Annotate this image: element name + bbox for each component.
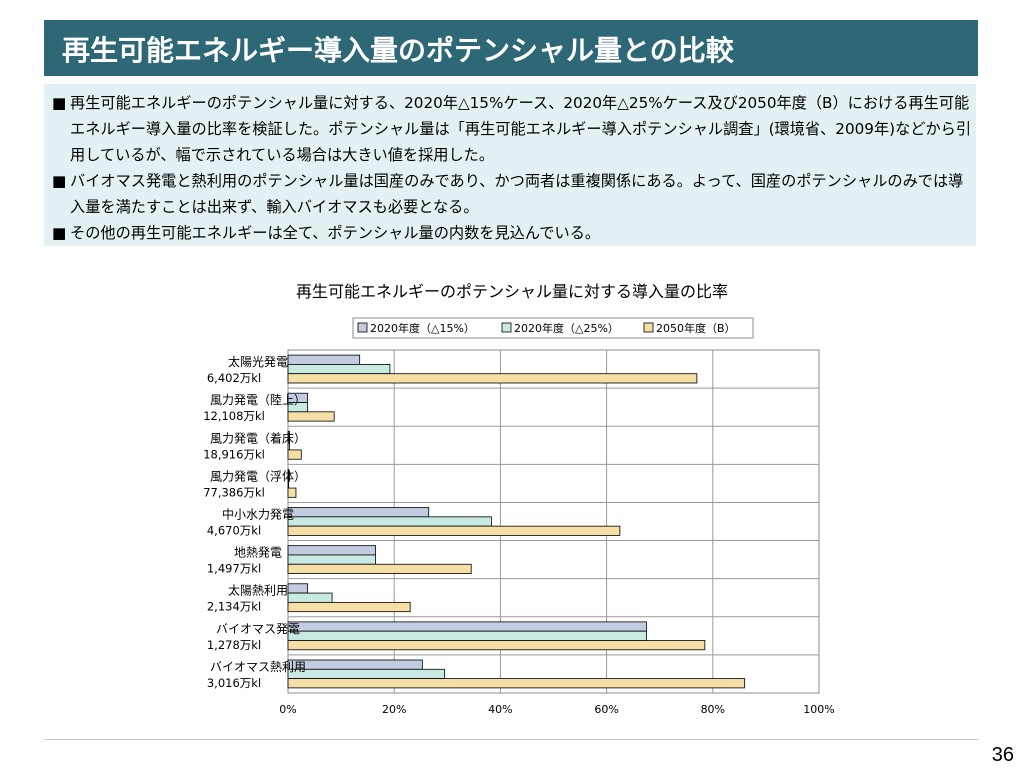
category-label: 地熱発電 xyxy=(234,546,282,560)
bar xyxy=(287,640,706,651)
bar xyxy=(287,516,492,527)
category-potential-label: 6,402万kl xyxy=(207,371,261,385)
bar xyxy=(287,545,377,556)
x-tick-label: 40% xyxy=(488,703,512,716)
category-label: バイオマス熱利用 xyxy=(210,660,306,674)
bar xyxy=(287,678,746,689)
bullet-text: 再生可能エネルギーのポテンシャル量に対する、2020年△15%ケース、2020年… xyxy=(70,94,972,164)
bullet-item: ■ その他の再生可能エネルギーは全て、ポテンシャル量の内数を見込んでいる。 xyxy=(52,220,976,246)
slide-title: 再生可能エネルギー導入量のポテンシャル量との比較 xyxy=(62,34,734,67)
category-potential-label: 2,134万kl xyxy=(207,600,261,614)
bullet-item: ■ バイオマス発電と熱利用のポテンシャル量は国産のみであり、かつ両者は重複関係に… xyxy=(52,168,976,220)
category-label: 風力発電（着床） xyxy=(210,430,306,445)
chart-title: 再生可能エネルギーのポテンシャル量に対する導入量の比率 xyxy=(295,282,728,301)
bar xyxy=(287,411,335,422)
bullet-text: バイオマス発電と熱利用のポテンシャル量は国産のみであり、かつ両者は重複関係にある… xyxy=(70,172,964,216)
category-potential-label: 12,108万kl xyxy=(203,409,265,423)
bar-chart: 0% 20% 40% 60% 80% 100% 太陽光発電 6,402万kl 風力発電（陸上） 1… xyxy=(203,317,835,716)
legend-label: 2020年度（△25%） xyxy=(514,321,619,335)
x-tick-label: 60% xyxy=(594,703,618,716)
bar xyxy=(287,364,391,375)
legend-label: 2020年度（△15%） xyxy=(370,321,475,335)
legend-swatch xyxy=(357,322,368,333)
bar xyxy=(287,487,297,498)
legend-swatch xyxy=(643,322,654,333)
bar xyxy=(287,354,361,365)
footer-divider xyxy=(44,739,978,740)
category-label: 風力発電（陸上） xyxy=(210,393,306,407)
bar xyxy=(287,630,647,641)
category-potential-label: 3,016万kl xyxy=(207,676,261,690)
bar xyxy=(287,621,647,632)
legend-swatch xyxy=(501,322,512,333)
bar xyxy=(287,563,472,574)
bar xyxy=(287,373,698,384)
category-label: バイオマス発電 xyxy=(216,622,300,636)
bar xyxy=(287,449,302,460)
category-potential-label: 77,386万kl xyxy=(203,485,265,499)
title-bar: 再生可能エネルギー導入量のポテンシャル量との比較 xyxy=(44,20,978,76)
bar xyxy=(287,668,446,679)
bullet-text: その他の再生可能エネルギーは全て、ポテンシャル量の内数を見込んでいる。 xyxy=(70,224,601,242)
bar xyxy=(287,507,430,518)
category-potential-label: 18,916万kl xyxy=(203,447,265,461)
legend-label: 2050年度（B） xyxy=(656,321,736,335)
category-potential-label: 1,497万kl xyxy=(207,562,261,576)
x-tick-label: 100% xyxy=(803,703,834,716)
bar xyxy=(287,525,621,536)
category-label: 太陽光発電 xyxy=(228,354,288,369)
bullet-square-icon: ■ xyxy=(52,224,67,242)
bar xyxy=(287,554,377,565)
bar xyxy=(287,601,411,613)
bar xyxy=(287,659,423,670)
page-number: 36 xyxy=(991,744,1014,766)
bullet-square-icon: ■ xyxy=(52,94,67,112)
bar xyxy=(287,592,333,603)
bullet-square-icon: ■ xyxy=(52,172,67,190)
category-label: 太陽熱利用 xyxy=(228,583,288,598)
bullet-item: ■ 再生可能エネルギーのポテンシャル量に対する、2020年△15%ケース、202… xyxy=(52,90,976,168)
x-tick-label: 20% xyxy=(382,703,406,716)
bar xyxy=(287,583,309,594)
category-label: 風力発電（浮体） xyxy=(210,469,306,483)
category-potential-label: 4,670万kl xyxy=(207,524,261,538)
category-potential-label: 1,278万kl xyxy=(207,638,261,652)
x-tick-label: 0% xyxy=(279,703,296,716)
summary-box: ■ 再生可能エネルギーのポテンシャル量に対する、2020年△15%ケース、202… xyxy=(44,84,976,246)
x-tick-label: 80% xyxy=(701,703,725,716)
category-label: 中小水力発電 xyxy=(222,507,294,522)
